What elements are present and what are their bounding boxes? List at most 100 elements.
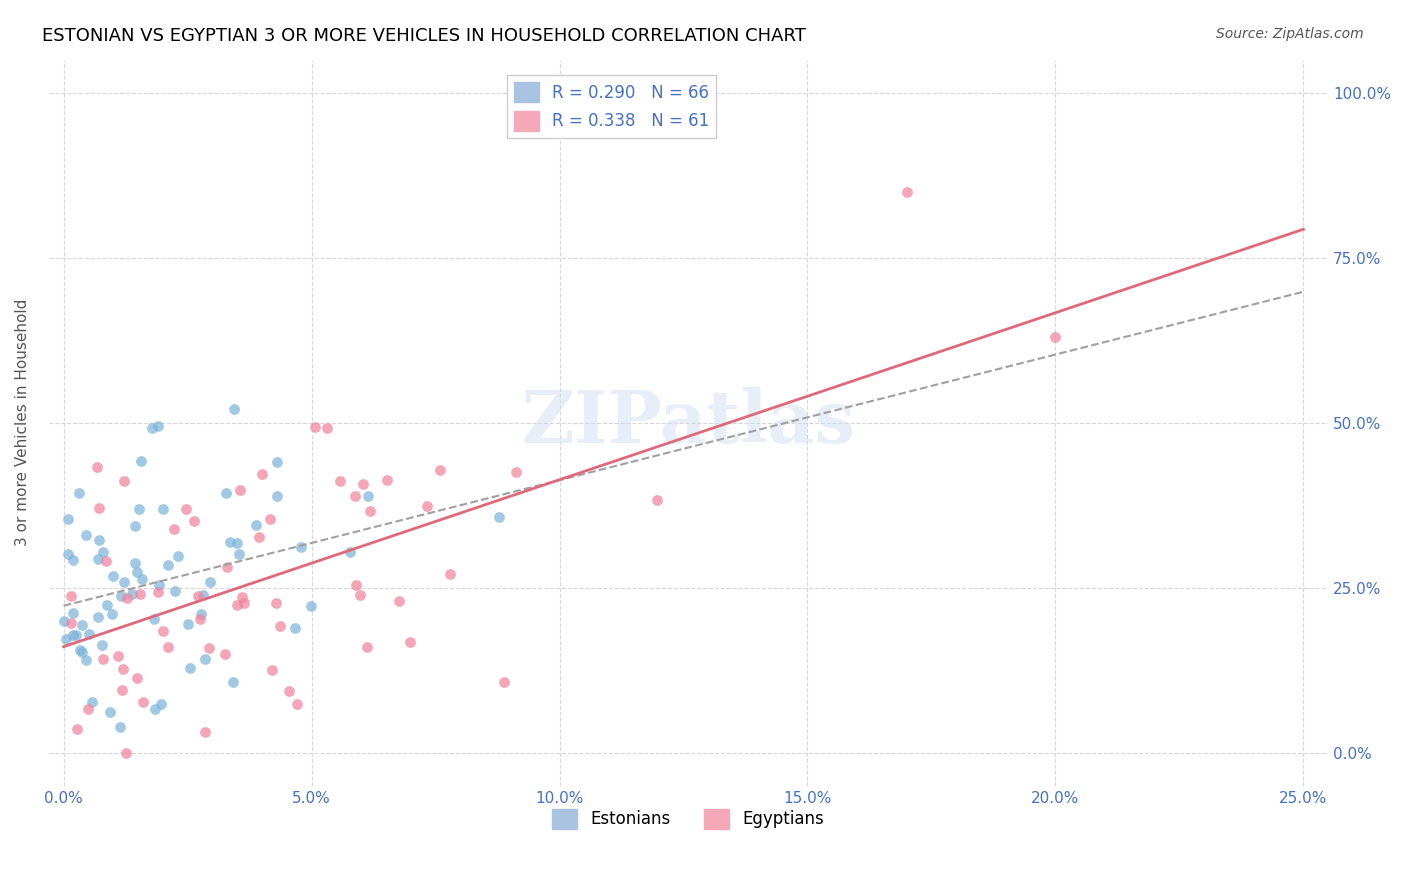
Point [188,612,211,626]
Point [187,589,209,603]
Text: ZIPatlas: ZIPatlas [522,387,855,458]
Point [148,577,170,591]
Legend: Estonians, Egyptians: Estonians, Egyptians [546,802,831,836]
Point [108,720,131,734]
Point [247,530,270,544]
Point [197,640,219,655]
Point [339,544,361,558]
Point [214,647,236,661]
Point [439,567,461,582]
Text: Source: ZipAtlas.com: Source: ZipAtlas.com [1216,27,1364,41]
Point [194,651,217,665]
Point [315,421,337,435]
Point [375,473,398,487]
Point [90,638,112,652]
Point [156,558,179,573]
Point [70,618,93,632]
Point [399,635,422,649]
Text: ESTONIAN VS EGYPTIAN 3 OR MORE VEHICLES IN HOUSEHOLD CORRELATION CHART: ESTONIAN VS EGYPTIAN 3 OR MORE VEHICLES … [42,27,806,45]
Point [233,596,256,610]
Point [111,662,134,676]
Point [87,533,110,547]
Point [224,402,246,417]
Point [66,722,89,736]
Point [146,585,169,599]
Point [86,460,108,475]
Point [179,661,201,675]
Point [494,675,516,690]
Point [388,593,411,607]
Point [349,588,371,602]
Point [226,536,249,550]
Point [96,598,118,612]
Point [87,609,110,624]
Point [100,607,122,622]
Point [191,588,214,602]
Point [70,645,93,659]
Point [112,474,135,488]
Point [896,185,918,199]
Point [82,695,104,709]
Point [163,584,186,599]
Point [174,502,197,516]
Point [357,489,380,503]
Point [112,575,135,590]
Point [217,559,239,574]
Point [53,614,76,628]
Point [141,420,163,434]
Point [222,674,245,689]
Point [215,486,238,500]
Point [142,612,165,626]
Point [262,663,284,677]
Point [344,489,367,503]
Point [245,518,267,533]
Point [352,477,374,491]
Point [56,512,79,526]
Point [107,648,129,663]
Point [75,528,97,542]
Point [55,632,77,646]
Point [356,640,378,654]
Point [156,640,179,655]
Point [250,467,273,482]
Point [77,701,100,715]
Point [129,454,152,468]
Point [62,627,84,641]
Point [114,746,136,760]
Point [269,619,291,633]
Point [77,627,100,641]
Point [278,683,301,698]
Point [127,671,149,685]
Point [111,683,134,698]
Point [67,486,90,500]
Point [91,652,114,666]
Point [143,702,166,716]
Point [128,587,150,601]
Point [146,419,169,434]
Point [101,568,124,582]
Point [290,540,312,554]
Point [131,572,153,586]
Point [285,697,308,711]
Point [344,577,367,591]
Point [231,591,253,605]
Point [132,695,155,709]
Point [266,489,288,503]
Point [194,724,217,739]
Point [266,455,288,469]
Point [284,621,307,635]
Point [87,552,110,566]
Point [150,698,173,712]
Point [152,624,174,639]
Point [162,522,184,536]
Point [1045,330,1067,344]
Point [62,606,84,620]
Point [87,501,110,516]
Point [75,653,97,667]
Point [65,628,87,642]
Point [125,565,148,579]
Point [359,504,381,518]
Point [91,545,114,559]
Y-axis label: 3 or more Vehicles in Household: 3 or more Vehicles in Household [15,299,30,547]
Point [110,589,132,603]
